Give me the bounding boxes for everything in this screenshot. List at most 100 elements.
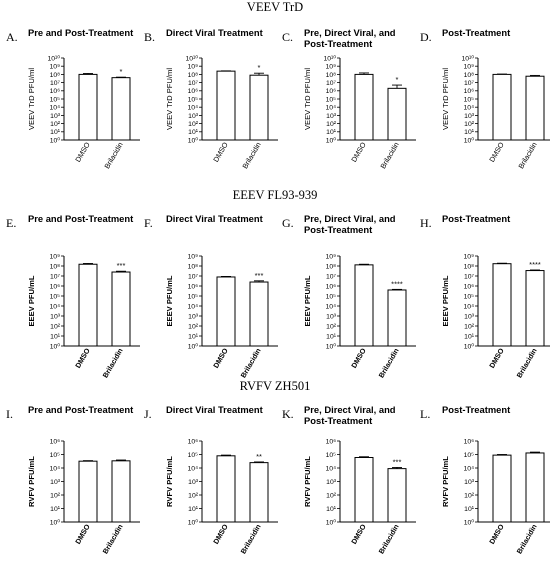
y-axis-label: EEEV PFU/mL xyxy=(27,275,36,326)
y-tick-label: 10⁰ xyxy=(188,342,199,350)
chart-panel: B. Direct Viral Treatment 10⁰ 10¹ 10² 10³ 10⁴ 1… xyxy=(142,18,278,190)
y-tick-label: 10³ xyxy=(326,113,337,120)
y-tick-label: 10⁰ xyxy=(464,342,475,350)
bar-dmso xyxy=(216,455,236,523)
y-tick-label: 10⁰ xyxy=(50,342,61,350)
y-tick-label: 10³ xyxy=(326,479,337,486)
y-tick-label: 10⁴ xyxy=(326,465,337,472)
y-tick-label: 10⁸ xyxy=(188,263,199,270)
y-tick-label: 10² xyxy=(464,121,475,128)
y-tick-label: 10³ xyxy=(326,313,337,320)
x-tick-label: Brilacidin xyxy=(239,347,263,380)
bar-brilacidin xyxy=(525,75,545,141)
bar-dmso xyxy=(492,263,512,347)
bar-brilacidin xyxy=(249,462,269,523)
y-tick-label: 10⁰ xyxy=(464,518,475,526)
panel-title: Post-Treatment xyxy=(304,223,373,235)
y-tick-label: 10¹⁰ xyxy=(47,54,60,62)
y-axis-label: VEEV TrD PFU/ml xyxy=(165,68,174,130)
bar-chart: 10⁰ 10¹ 10² 10³ 10⁴ 10⁵ 10⁶ 10⁷ 10⁸ 10⁹ EEEV PFU/m… xyxy=(165,253,278,380)
y-tick-label: 10⁸ xyxy=(50,72,61,79)
chart-panel: F. Direct Viral Treatment 10⁰ 10¹ 10² 10³ 10⁴ 1… xyxy=(142,206,278,380)
x-tick-label: Brilacidin xyxy=(101,347,125,380)
significance-marker: *** xyxy=(255,271,264,280)
y-tick-label: 10¹ xyxy=(326,333,337,340)
y-tick-label: 10¹⁰ xyxy=(185,54,198,62)
y-tick-label: 10⁴ xyxy=(326,105,337,112)
y-axis-label: EEEV PFU/mL xyxy=(441,275,450,326)
y-tick-label: 10⁵ xyxy=(326,452,337,459)
x-tick-label: DMSO xyxy=(73,522,92,546)
y-tick-label: 10² xyxy=(50,323,61,330)
panel-title: Post-Treatment xyxy=(442,27,511,38)
bar-chart: 10⁰ 10¹ 10² 10³ 10⁴ 10⁵ 10⁶ RVFV PFU/mL DMSO ** Br… xyxy=(165,438,278,556)
bar-chart: 10⁰ 10¹ 10² 10³ 10⁴ 10⁵ 10⁶ RVFV PFU/mL DMSO Bril… xyxy=(27,438,140,555)
y-tick-label: 10⁷ xyxy=(326,80,337,87)
x-tick-label: DMSO xyxy=(487,140,506,164)
y-tick-label: 10⁵ xyxy=(188,293,199,300)
bar-brilacidin xyxy=(387,289,407,347)
y-axis-label: RVFV PFU/mL xyxy=(165,456,174,507)
panel-title: Pre, Direct Viral, and xyxy=(304,27,396,38)
panel-letter: G. xyxy=(282,216,294,230)
y-tick-label: 10⁵ xyxy=(464,293,475,300)
bar-brilacidin xyxy=(111,77,131,141)
x-tick-label: Brilacidin xyxy=(516,141,538,171)
panel-letter: D. xyxy=(420,30,432,44)
x-tick-label: DMSO xyxy=(211,522,230,546)
panel-title: Pre, Direct Viral, and xyxy=(304,404,396,415)
y-tick-label: 10⁹ xyxy=(464,253,475,260)
y-tick-label: 10⁰ xyxy=(50,136,61,144)
y-tick-label: 10⁶ xyxy=(50,283,61,290)
y-tick-label: 10⁵ xyxy=(464,452,475,459)
y-tick-label: 10⁶ xyxy=(188,438,199,445)
y-tick-label: 10⁷ xyxy=(188,273,199,280)
panel-title: Direct Viral Treatment xyxy=(166,27,263,38)
y-tick-label: 10⁹ xyxy=(326,253,337,260)
significance-marker: *** xyxy=(393,457,402,466)
x-tick-label: DMSO xyxy=(73,140,92,164)
x-tick-label: Brilacidin xyxy=(239,523,263,556)
y-tick-label: 10² xyxy=(326,492,337,499)
y-tick-label: 10⁶ xyxy=(464,283,475,290)
panel-letter: K. xyxy=(282,407,294,421)
y-tick-label: 10¹ xyxy=(188,129,199,136)
y-tick-label: 10⁴ xyxy=(464,303,475,310)
section-title-rvfv: RVFV ZH501 xyxy=(239,379,311,393)
y-tick-label: 10³ xyxy=(464,113,475,120)
panel-letter: J. xyxy=(144,407,152,421)
bar-chart: 10⁰ 10¹ 10² 10³ 10⁴ 10⁵ 10⁶ RVFV PFU/mL DMSO Bril… xyxy=(441,438,550,555)
y-tick-label: 10³ xyxy=(188,313,199,320)
y-tick-label: 10¹⁰ xyxy=(323,54,336,62)
panel-title: Pre and Post-Treatment xyxy=(28,213,134,224)
y-tick-label: 10⁰ xyxy=(188,518,199,526)
y-tick-label: 10⁹ xyxy=(464,64,475,71)
significance-marker: * xyxy=(396,75,399,84)
bar-brilacidin xyxy=(387,468,407,523)
chart-panel: D. Post-Treatment 10⁰ 10¹ 10² 10³ 10⁴ 10⁵ 10⁶ 10⁷… xyxy=(418,18,550,190)
y-tick-label: 10⁸ xyxy=(188,72,199,79)
bar-dmso xyxy=(354,456,374,523)
panel-letter: E. xyxy=(6,216,17,230)
x-tick-label: Brilacidin xyxy=(515,347,539,380)
y-tick-label: 10¹⁰ xyxy=(461,54,474,62)
panel-title: Post-Treatment xyxy=(304,37,373,49)
y-tick-label: 10⁰ xyxy=(326,342,337,350)
y-tick-label: 10⁹ xyxy=(188,64,199,71)
y-tick-label: 10⁴ xyxy=(464,465,475,472)
y-axis-label: VEEV TrD PFU/ml xyxy=(441,68,450,130)
x-tick-label: Brilacidin xyxy=(102,141,124,171)
y-tick-label: 10⁵ xyxy=(188,452,199,459)
y-tick-label: 10⁶ xyxy=(50,88,61,95)
y-tick-label: 10⁷ xyxy=(50,273,61,280)
y-tick-label: 10² xyxy=(188,121,199,128)
y-tick-label: 10⁰ xyxy=(464,136,475,144)
y-tick-label: 10² xyxy=(50,121,61,128)
y-tick-label: 10⁸ xyxy=(464,72,475,79)
x-tick-label: Brilacidin xyxy=(240,141,262,171)
bar-brilacidin xyxy=(111,271,131,347)
